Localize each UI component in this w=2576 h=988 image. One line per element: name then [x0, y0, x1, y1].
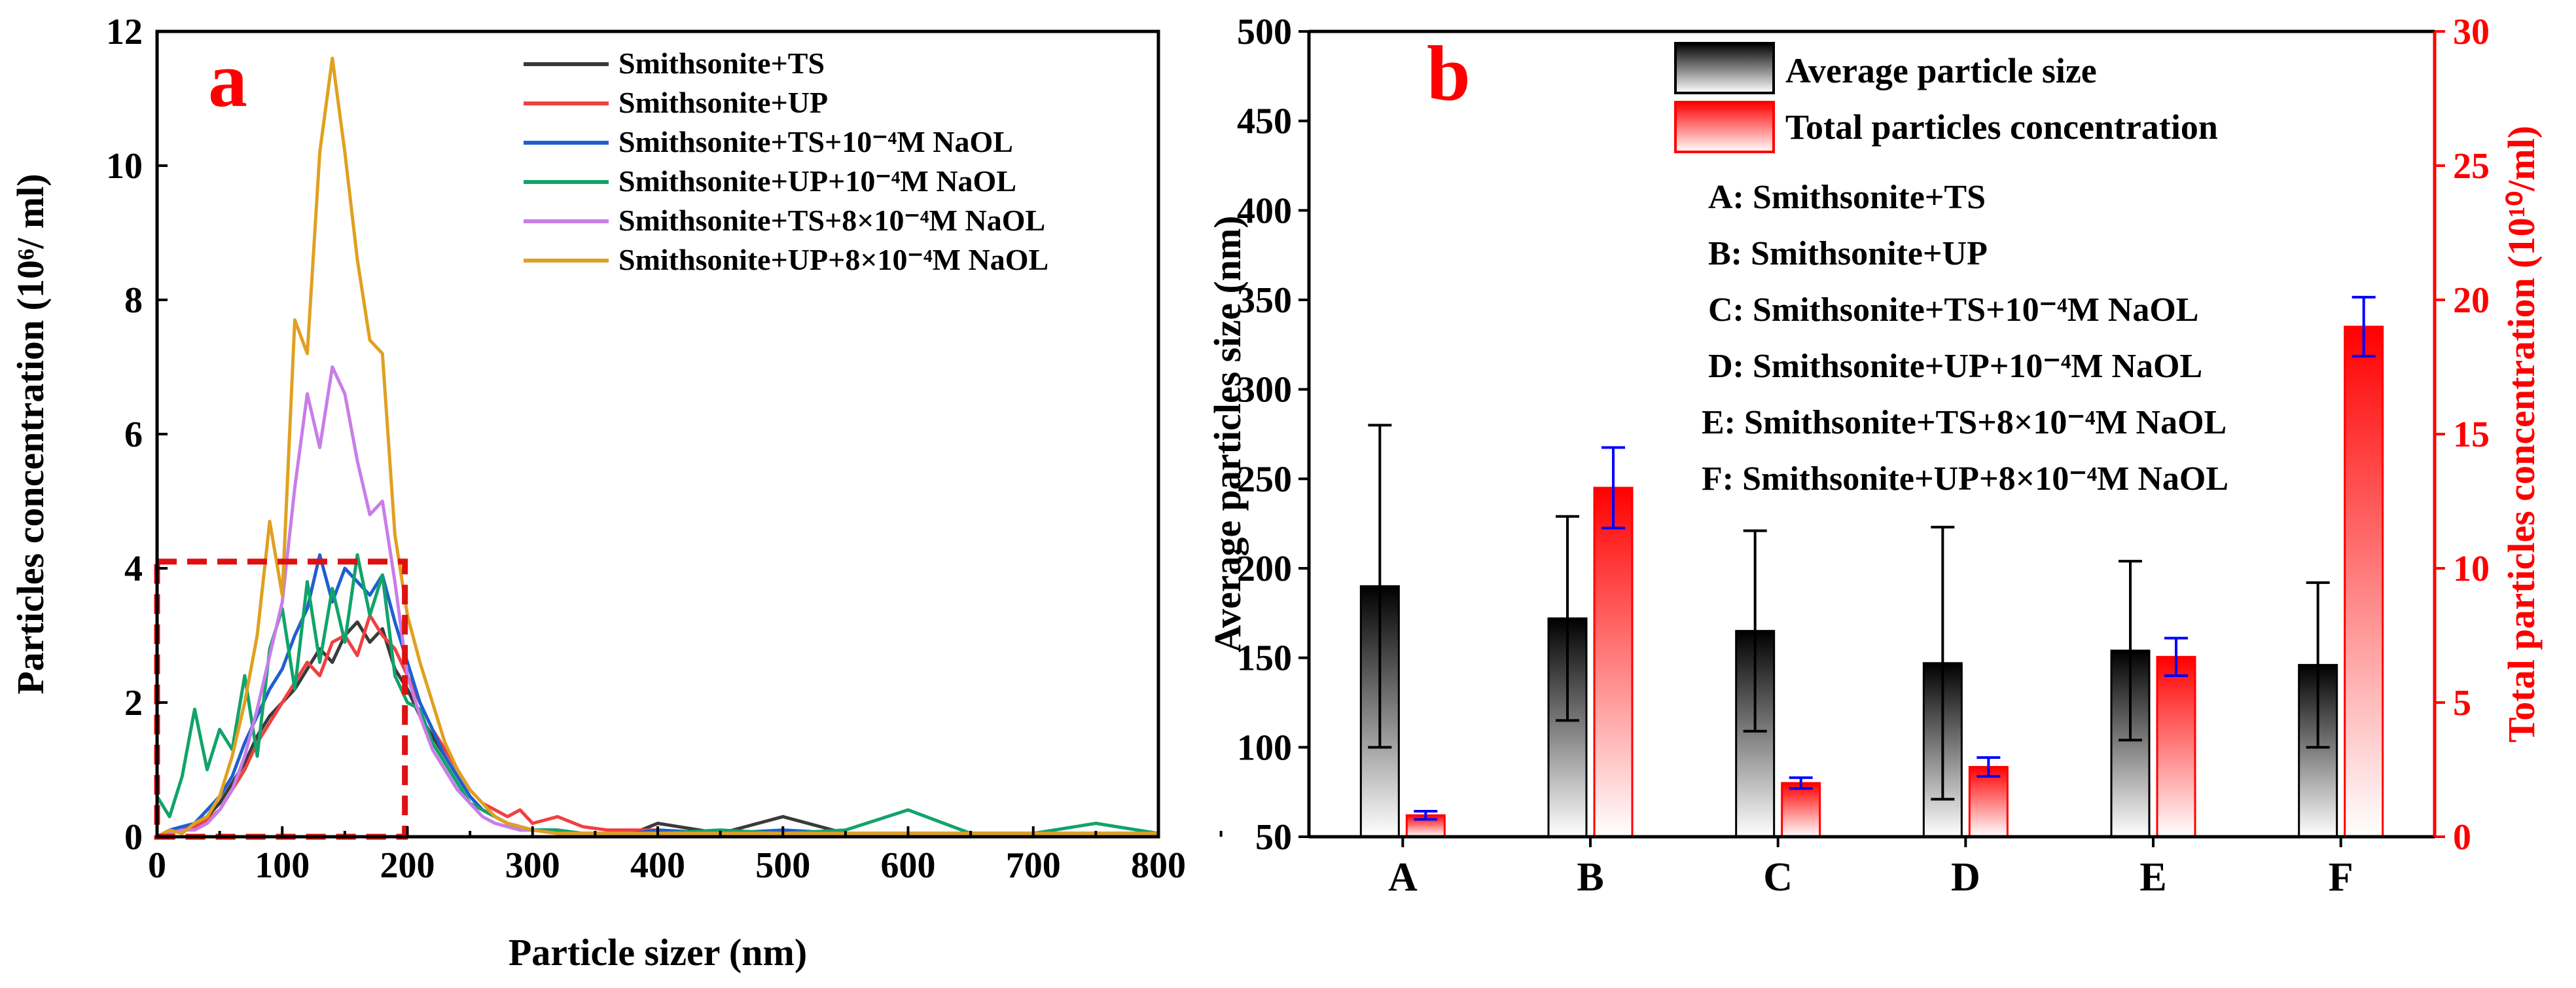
x-tick-label: 800	[1131, 845, 1186, 886]
panel-b-ticks: A B C D E F 50 100 150 200 250 300 350 400 450 500 0 5 10 1…	[1237, 12, 2490, 900]
category-key-1: A: Smithsonite+TS	[1708, 179, 1986, 216]
y-tick-label: 0	[124, 817, 143, 858]
panel-b-label: b	[1427, 29, 1471, 117]
right-y-tick-label: 0	[2453, 817, 2471, 858]
legend-label-2: Smithsonite+UP	[618, 86, 828, 119]
left-y-tick-label: 450	[1237, 101, 1292, 142]
category-label-C: C	[1763, 855, 1793, 900]
x-tick-label: 100	[255, 845, 310, 886]
category-key-3: C: Smithsonite+TS+10⁻⁴M NaOL	[1708, 291, 2198, 329]
category-label-E: E	[2139, 855, 2166, 900]
x-tick-label: 600	[881, 845, 936, 886]
x-tick-label: 400	[630, 845, 685, 886]
y-tick-label: 10	[106, 146, 143, 187]
category-key-6: F: Smithsonite+UP+8×10⁻⁴M NaOL	[1702, 460, 2228, 498]
legend-label-3: Smithsonite+TS+10⁻⁴M NaOL	[618, 125, 1013, 158]
bar-total-concentration-F	[2344, 325, 2384, 838]
panel-a-x-axis-label: Particle sizer (nm)	[509, 931, 807, 974]
left-y-tick-label: 400	[1237, 191, 1292, 231]
panel-a-series-lines	[157, 56, 1158, 837]
category-key-2: B: Smithsonite+UP	[1708, 235, 1988, 272]
left-y-tick-label: 250	[1237, 459, 1292, 500]
panel-b-bar-chart: A B C D E F 50 100 150 200 250 300 350 400 450 500 0 5 10 1…	[1206, 12, 2543, 900]
left-y-tick-label: 150	[1237, 638, 1292, 679]
panel-b-right-y-axis-label: Total particles concentration (10¹⁰/ml)	[2500, 126, 2543, 742]
legend-label-6: Smithsonite+UP+8×10⁻⁴M NaOL	[618, 243, 1048, 276]
series-line-1	[157, 620, 1158, 837]
bar-total-concentration-E	[2156, 655, 2196, 838]
series-line-2	[157, 613, 1158, 837]
series-line-3	[157, 553, 1158, 837]
x-tick-label: 700	[1006, 845, 1061, 886]
x-tick-label: 500	[755, 845, 810, 886]
x-tick-label: 300	[505, 845, 560, 886]
right-y-tick-label: 10	[2453, 549, 2490, 589]
y-tick-label: 12	[106, 12, 143, 52]
bar-total-concentration-B	[1593, 486, 1634, 838]
x-tick-label: 200	[380, 845, 435, 886]
legend-label-4: Smithsonite+UP+10⁻⁴M NaOL	[618, 164, 1016, 198]
left-y-tick-label: 200	[1237, 549, 1292, 589]
legend-label-average-size: Average particle size	[1785, 51, 2097, 90]
right-y-tick-label: 5	[2453, 683, 2471, 723]
panel-a-legend: Smithsonite+TS Smithsonite+UP Smithsonite+…	[524, 46, 1048, 276]
category-key-5: E: Smithsonite+TS+8×10⁻⁴M NaOL	[1702, 404, 2227, 441]
y-tick-label: 4	[124, 549, 143, 589]
legend-swatch-total-concentration	[1674, 101, 1775, 153]
legend-label-5: Smithsonite+TS+8×10⁻⁴M NaOL	[618, 204, 1045, 237]
category-label-B: B	[1577, 855, 1603, 900]
y-tick-label: 2	[124, 683, 143, 723]
y-tick-label: 8	[124, 280, 143, 321]
legend-label-total-concentration: Total particles concentration	[1785, 107, 2218, 147]
bar-total-concentration-C	[1781, 782, 1821, 838]
panel-b-legend: Average particle size Total particles con…	[1674, 42, 2228, 498]
left-y-tick-label: 100	[1237, 727, 1292, 768]
category-key-4: D: Smithsonite+UP+10⁻⁴M NaOL	[1708, 348, 2202, 385]
left-y-tick-label: 350	[1237, 280, 1292, 321]
series-line-4	[157, 553, 1158, 835]
category-label-A: A	[1388, 855, 1418, 900]
y-tick-label: 6	[124, 414, 143, 455]
panel-b-bars	[1359, 295, 2384, 838]
right-y-tick-label: 30	[2453, 12, 2490, 52]
x-tick-label: 0	[148, 845, 166, 886]
panel-b-left-y-axis-label: Average particles size (nm)	[1206, 215, 1249, 652]
right-y-tick-label: 15	[2453, 414, 2490, 455]
left-y-tick-label: 50	[1255, 817, 1292, 858]
left-y-tick-label: 300	[1237, 370, 1292, 411]
panel-a-line-chart: 0 100 200 300 400 500 600 700 800 0 2 4 6 8 10 12 a Smi…	[9, 12, 1223, 974]
legend-swatch-average-size	[1674, 42, 1775, 94]
left-y-tick-label: 500	[1237, 12, 1292, 52]
series-line-6	[157, 56, 1158, 837]
right-y-tick-label: 25	[2453, 146, 2490, 187]
category-label-D: D	[1951, 855, 1980, 900]
right-y-tick-label: 20	[2453, 280, 2490, 321]
legend-label-1: Smithsonite+TS	[618, 46, 825, 80]
panel-a-ticks: 0 100 200 300 400 500 600 700 800 0 2 4 6 8 10 12	[106, 12, 1223, 886]
panel-a-label: a	[208, 36, 247, 123]
panel-a-y-axis-label: Particles concentration (10⁶/ ml)	[9, 174, 52, 694]
category-label-F: F	[2329, 855, 2353, 900]
